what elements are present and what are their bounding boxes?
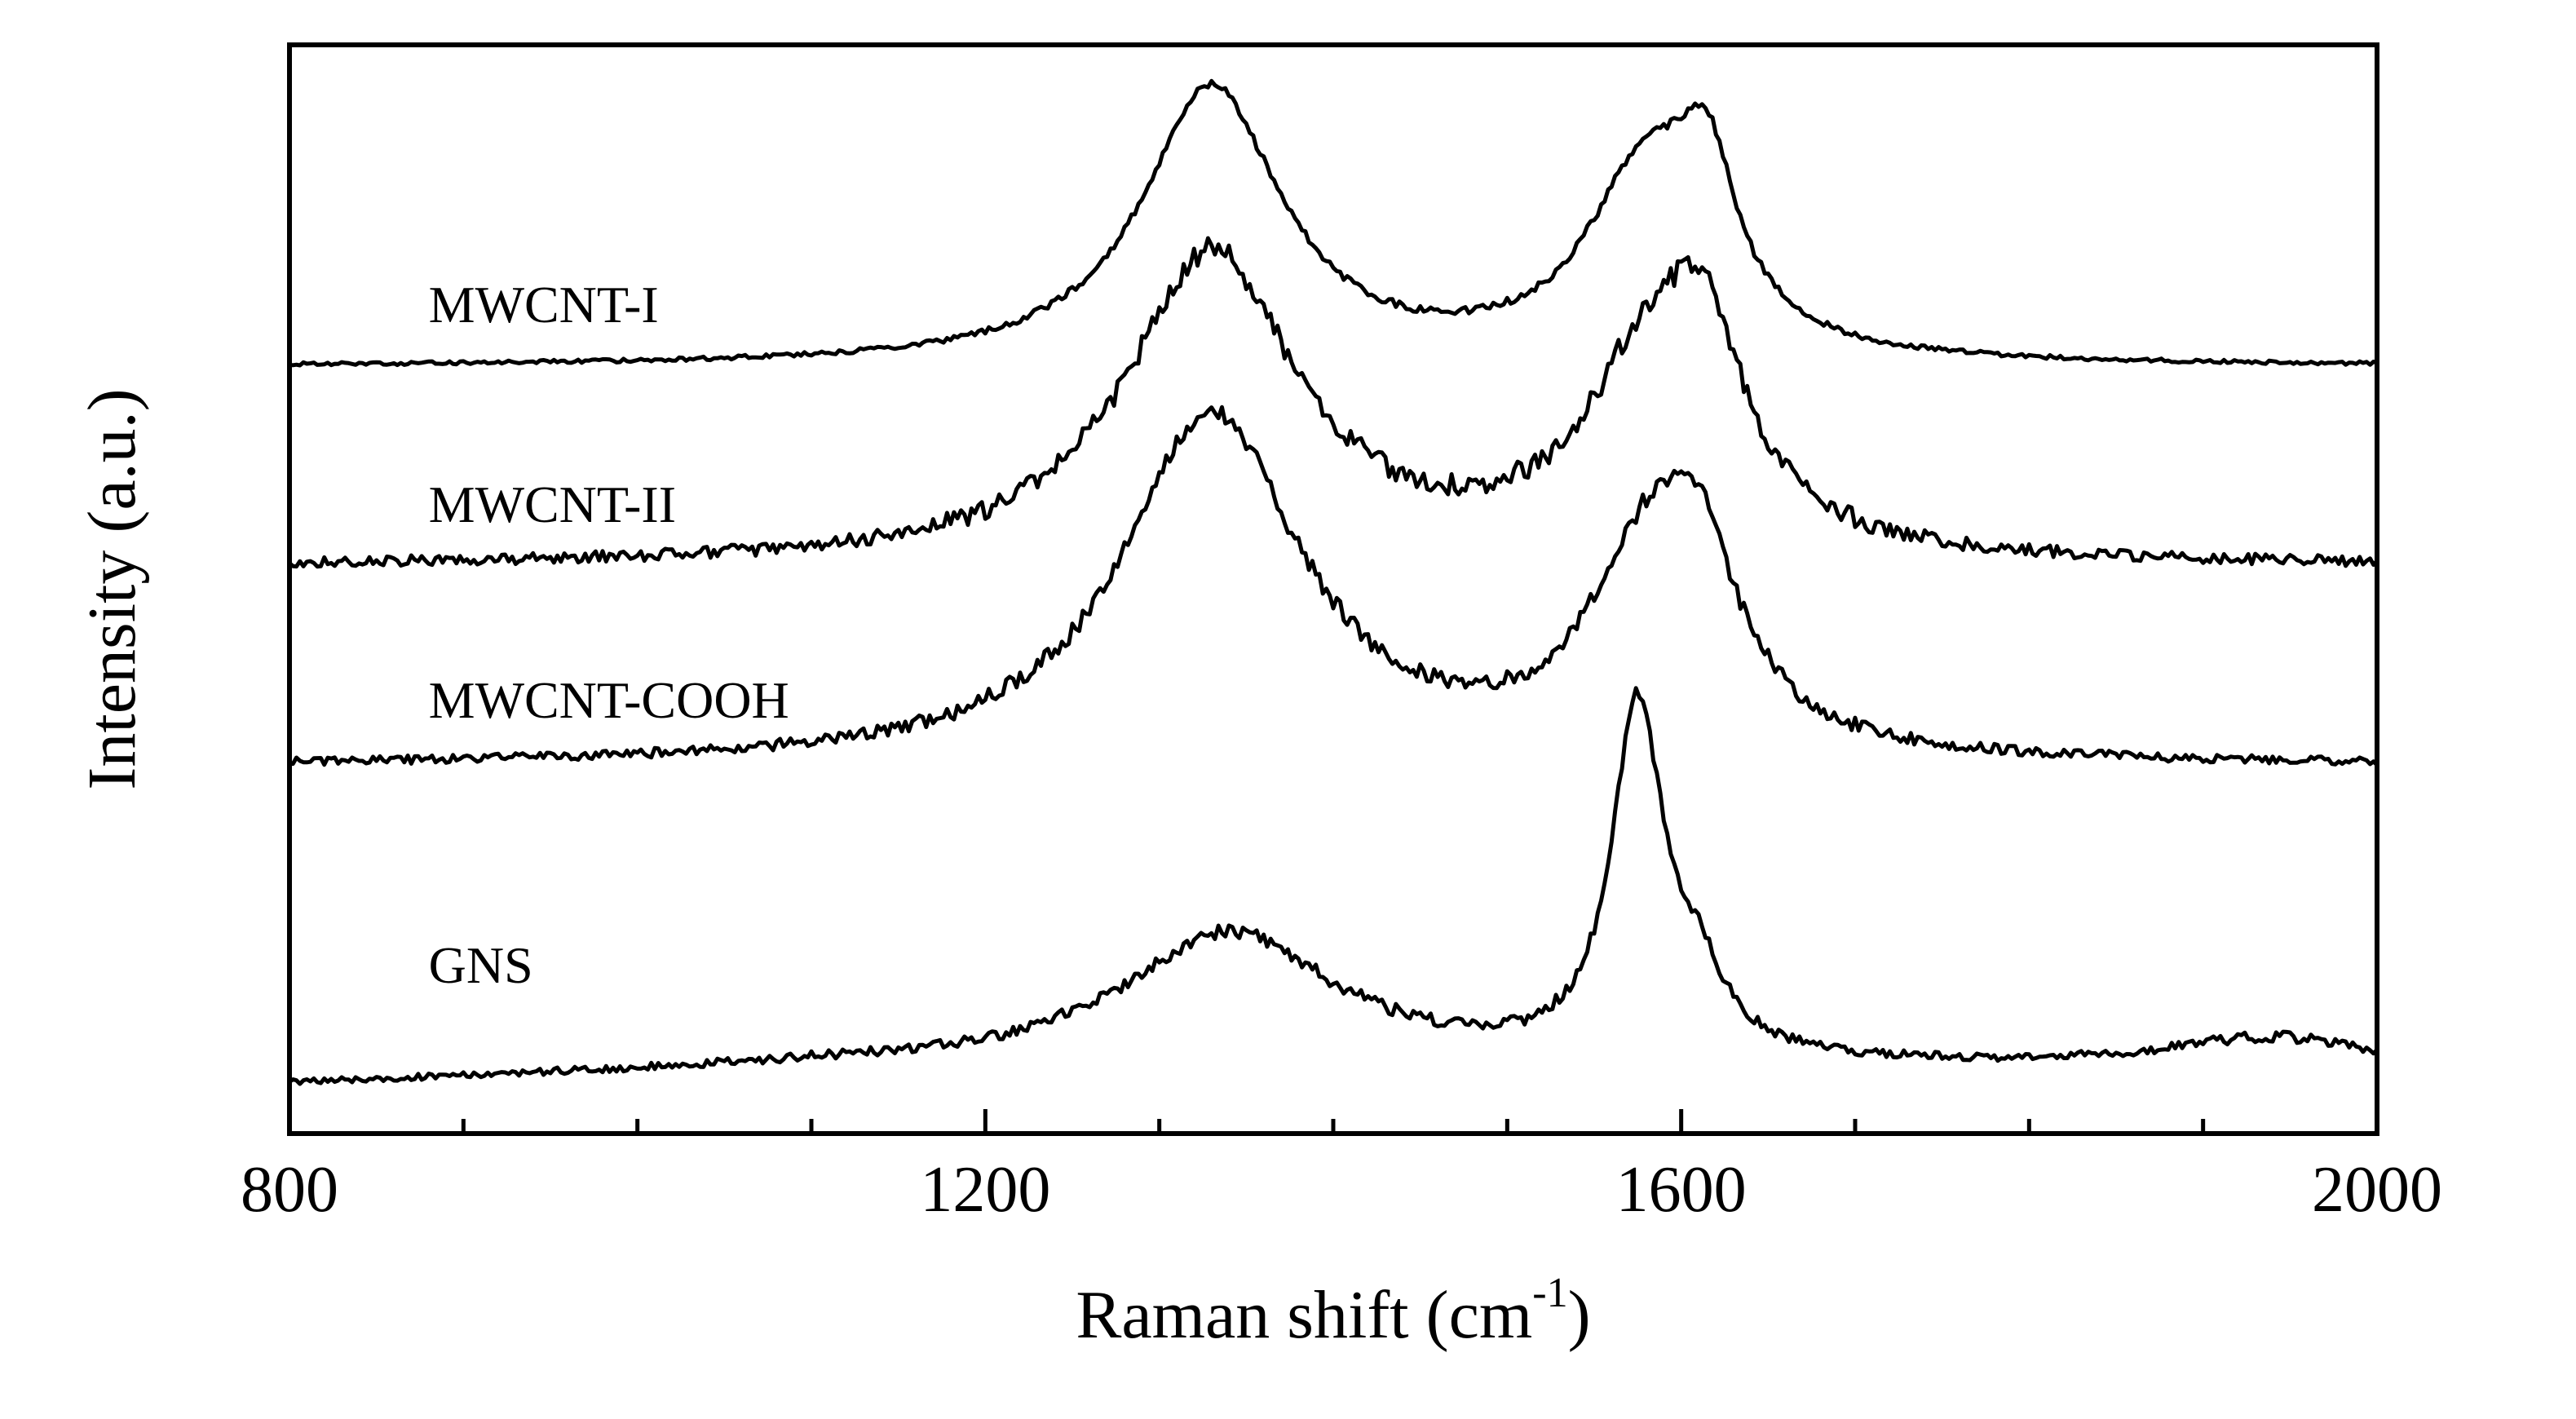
y-axis-label: Intensity (a.u.): [74, 388, 150, 789]
series-label: GNS: [429, 936, 533, 994]
series-label: MWCNT-II: [429, 475, 676, 533]
series-label: MWCNT-I: [429, 276, 659, 334]
x-tick-label: 2000: [2312, 1154, 2442, 1226]
raman-spectra-chart: 800 1200 1600 2000 Raman shift (cm-1) Intensi…: [0, 0, 2576, 1419]
plot-frame: [289, 45, 2377, 1134]
series-label: MWCNT-COOH: [429, 671, 789, 729]
spectrum-gns: [289, 688, 2377, 1084]
chart-wrapper: 800 1200 1600 2000 Raman shift (cm-1) Intensi…: [0, 0, 2576, 1419]
x-tick-label: 1200: [920, 1154, 1050, 1226]
x-tick-label: 1600: [1616, 1154, 1747, 1226]
x-axis-label: Raman shift (cm-1): [1076, 1270, 1590, 1353]
x-tick-label: 800: [241, 1154, 338, 1226]
